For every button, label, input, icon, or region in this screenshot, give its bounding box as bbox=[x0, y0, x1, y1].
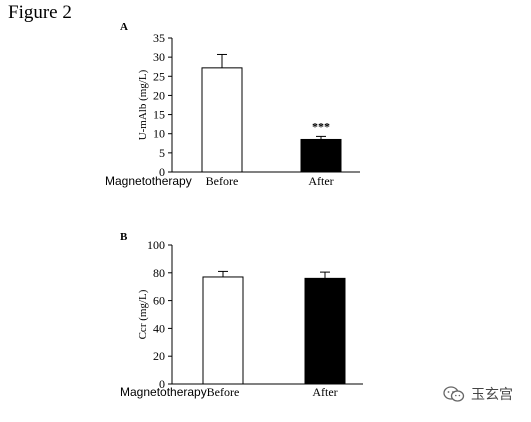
bar-after bbox=[304, 277, 346, 385]
y-tick-label: 0 bbox=[159, 165, 165, 179]
y-tick-label: 30 bbox=[153, 50, 165, 64]
bar-after bbox=[300, 138, 342, 173]
y-tick-label: 40 bbox=[153, 321, 165, 335]
y-tick-label: 25 bbox=[153, 69, 165, 83]
row-label: Magnetotherapy bbox=[105, 174, 192, 188]
y-tick-label: 0 bbox=[159, 377, 165, 391]
watermark-text: 玉玄宫 bbox=[471, 387, 513, 403]
bar-before bbox=[202, 276, 244, 385]
y-tick-label: 20 bbox=[153, 88, 165, 102]
bar-before bbox=[201, 67, 243, 173]
significance-annotation: *** bbox=[312, 119, 330, 133]
y-tick-label: 80 bbox=[153, 266, 165, 280]
y-tick-label: 15 bbox=[153, 108, 165, 122]
watermark: 玉玄宫 bbox=[443, 384, 513, 404]
y-axis-label: Ccr (mg/L) bbox=[137, 289, 149, 339]
panel-label-B: B bbox=[120, 231, 128, 243]
figure-title: Figure 2 bbox=[8, 2, 72, 23]
x-tick-label: Before bbox=[206, 174, 239, 188]
y-tick-label: 20 bbox=[153, 349, 165, 363]
y-tick-label: 60 bbox=[153, 294, 165, 308]
x-tick-label: After bbox=[308, 174, 333, 188]
x-tick-label: Before bbox=[207, 385, 240, 399]
panel-label-A: A bbox=[120, 21, 128, 33]
x-tick-label: After bbox=[312, 385, 337, 399]
wechat-icon bbox=[443, 386, 465, 402]
row-label: Magnetotherapy bbox=[120, 385, 207, 399]
y-tick-label: 5 bbox=[159, 146, 165, 160]
y-tick-label: 35 bbox=[153, 31, 165, 45]
y-axis-label: U-mAlb (mg/L) bbox=[137, 69, 149, 140]
y-tick-label: 100 bbox=[147, 238, 165, 252]
y-tick-label: 10 bbox=[153, 127, 165, 141]
